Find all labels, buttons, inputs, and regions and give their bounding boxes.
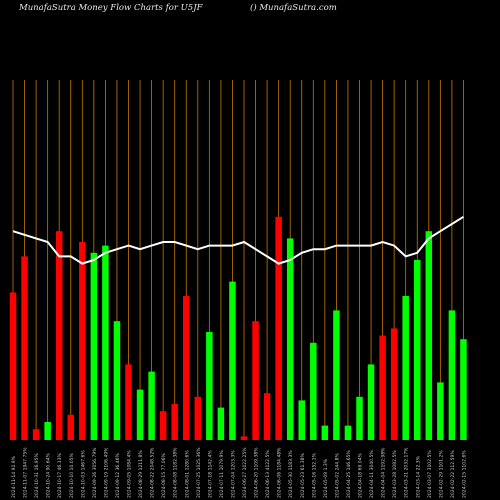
- x-tick-label: 2024-02-15 1102.6%: [461, 450, 467, 498]
- bar: [298, 400, 305, 440]
- bar: [159, 411, 167, 440]
- bar: [136, 389, 144, 440]
- x-tick-label: 2024-09-19 2106.49%: [103, 447, 109, 498]
- watermark: () MunafaSutra.com: [250, 3, 337, 13]
- bar: [321, 425, 329, 440]
- x-tick-label: 2024-08-01 1280.6%: [184, 450, 190, 498]
- x-tick-label: 2024-02-22 112.59%: [450, 450, 456, 498]
- x-tick-label: 2024-06-20 1109.38%: [254, 447, 260, 498]
- bar: [367, 364, 375, 440]
- bar: [356, 396, 363, 440]
- bars: [9, 216, 467, 440]
- x-tick-label: 2024-04-11 3040.5%: [369, 450, 375, 498]
- bar: [414, 260, 421, 440]
- x-tick-label: 2024-03-07 3102.5%: [427, 450, 433, 498]
- bar: [113, 321, 121, 440]
- x-tick-label: 2024-04-18 69.04%: [358, 453, 364, 498]
- x-tick-label: 2024-08-15 77.06%: [161, 453, 167, 498]
- bar: [240, 436, 248, 440]
- bar: [44, 422, 51, 440]
- x-tick-label: 2024-05-16 152.1%: [311, 453, 317, 498]
- bar: [402, 296, 409, 440]
- x-tick-label: 2024-08-08 1182.38%: [173, 447, 179, 498]
- bar: [148, 371, 155, 440]
- bar: [379, 335, 386, 440]
- x-tick-label: 2024-10-10 10.05%: [69, 453, 75, 498]
- bar: [252, 321, 259, 440]
- x-tick-labels: 2024-11-14 91.9% 2024-11-07 1947.75% 2024-…: [11, 447, 467, 498]
- x-tick-label: 2024-06-06 1184.48%: [277, 447, 283, 498]
- bar: [9, 292, 17, 440]
- x-tick-label: 2024-11-07 1947.75%: [23, 447, 29, 498]
- x-tick-label: 2024-07-04 1203.3%: [230, 450, 236, 498]
- x-tick-label: 2024-06-27 1022.25%: [242, 447, 248, 498]
- x-tick-label: 2024-08-22 2048.52%: [150, 447, 156, 498]
- x-tick-label: 2024-04-25 146.65%: [346, 450, 352, 498]
- x-tick-label: 2024-10-03 1467.6%: [80, 450, 86, 498]
- x-tick-label: 2024-05-30 1183.3%: [288, 450, 294, 498]
- x-tick-label: 2024-10-31 16.95%: [34, 453, 40, 498]
- bar: [217, 407, 225, 440]
- x-tick-label: 2024-03-14 22.3%: [415, 455, 421, 498]
- bar: [102, 245, 109, 440]
- bar: [21, 256, 28, 440]
- bar: [90, 252, 98, 440]
- x-tick-label: 2024-04-04 1192.98%: [381, 447, 387, 498]
- x-tick-label: 2024-07-18 1142.4%: [207, 450, 213, 498]
- x-tick-label: 2024-05-02 244.8%: [334, 453, 340, 498]
- bar: [171, 404, 178, 440]
- bar: [125, 364, 132, 440]
- x-tick-label: 2024-09-12 36.46%: [115, 453, 121, 498]
- bar: [194, 396, 202, 440]
- x-tick-label: 2024-06-13 4122.5%: [265, 450, 271, 498]
- x-tick-label: 2024-03-28 1082.5%: [392, 450, 398, 498]
- bar: [229, 281, 236, 440]
- bar: [310, 342, 317, 440]
- x-tick-label: 2024-09-05 1084.4%: [127, 450, 133, 498]
- x-tick-label: 2024-10-17 46.13%: [57, 453, 63, 498]
- x-tick-label: 2024-05-23 61.38%: [300, 453, 306, 498]
- bar: [275, 216, 282, 440]
- bar: [183, 296, 190, 440]
- money-flow-line: [12, 215, 464, 265]
- bar: [437, 382, 444, 440]
- x-tick-label: 2024-07-25 1025.36%: [196, 447, 202, 498]
- bar: [344, 425, 352, 440]
- x-tick-label: 2024-07-11 1079.9%: [219, 450, 225, 498]
- x-tick-label: 2024-02-29 1101.2%: [438, 450, 444, 498]
- bar: [55, 231, 63, 440]
- bar: [206, 332, 213, 440]
- x-tick-label: 2024-10-24 90.64%: [46, 453, 52, 498]
- bar: [333, 310, 340, 440]
- x-tick-label: 2024-05-09 1.3%: [323, 458, 329, 498]
- bar: [263, 393, 271, 440]
- bar: [67, 414, 74, 440]
- x-tick-label: 2024-03-21 2032.17%: [404, 447, 410, 498]
- bar: [32, 429, 40, 440]
- bar: [448, 310, 456, 440]
- x-tick-label: 2024-08-29 1211.8%: [138, 450, 144, 498]
- bar: [79, 242, 86, 440]
- x-tick-label: 2024-11-14 91.9%: [11, 455, 17, 498]
- x-tick-label: 2024-09-26 3056.79%: [92, 447, 98, 498]
- bar: [425, 231, 433, 440]
- bar: [460, 339, 467, 440]
- chart-title: MunafaSutra Money Flow Charts for U5JF: [19, 3, 203, 13]
- bar: [390, 328, 398, 440]
- bar: [286, 238, 294, 440]
- money-flow-line-path: [12, 215, 464, 265]
